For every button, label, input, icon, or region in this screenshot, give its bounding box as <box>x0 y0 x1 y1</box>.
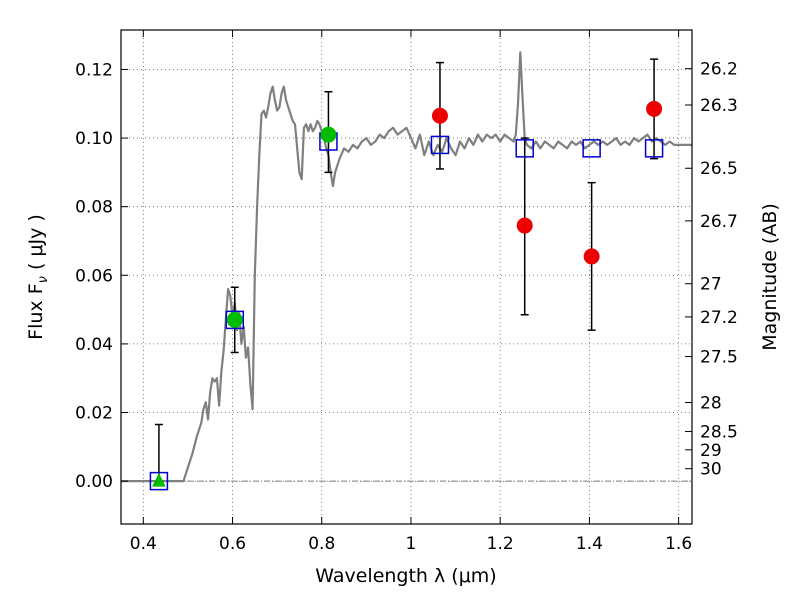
x-tick-label: 1.2 <box>487 534 514 554</box>
data-point-circle <box>646 100 663 117</box>
right-tick-label: 27.5 <box>700 348 738 368</box>
y-axis-label-subscript: ν <box>36 276 51 283</box>
right-tick-label: 27.2 <box>700 308 738 328</box>
grid-layer <box>121 30 692 524</box>
x-tick-label: 0.4 <box>130 534 157 554</box>
y-tick-label: 0.00 <box>75 472 113 492</box>
data-point-circle <box>226 311 243 328</box>
x-tick-label: 1.6 <box>665 534 692 554</box>
y-tick-label: 0.04 <box>75 335 113 355</box>
right-tick-label: 26.2 <box>700 60 738 80</box>
spectrum-layer <box>121 51 692 483</box>
model-square-marker <box>430 135 450 155</box>
y-axis-right-label: Magnitude (AB) <box>759 203 781 351</box>
x-tick-label: 1.4 <box>576 534 603 554</box>
plot-frame <box>120 29 693 525</box>
right-tick-label: 29 <box>700 441 722 461</box>
points-layer <box>149 58 664 491</box>
model-square-marker <box>149 471 169 491</box>
x-tick-label: 0.6 <box>219 534 246 554</box>
y-axis-label-main: Flux F <box>25 283 47 339</box>
y-tick-label: 0.02 <box>75 404 113 424</box>
y-axis-label: Flux Fν ( μJy ) <box>25 214 51 340</box>
y-tick-label: 0.12 <box>75 60 113 80</box>
right-tick-label: 26.7 <box>700 212 738 232</box>
y-tick-label: 0.06 <box>75 266 113 286</box>
model-square-marker <box>515 139 534 158</box>
x-tick-label: 0.8 <box>308 534 335 554</box>
upper-limit-triangle <box>152 473 166 487</box>
model-square-marker <box>582 139 601 158</box>
right-tick-label: 28.5 <box>700 423 738 443</box>
spectrum-line <box>121 51 692 483</box>
right-tick-label: 30 <box>700 460 722 480</box>
data-point-circle <box>320 126 337 143</box>
model-square-marker <box>644 139 664 158</box>
data-point-circle <box>516 217 533 234</box>
y-axis-label-unit: ( μJy ) <box>25 214 47 276</box>
data-point-circle <box>583 248 600 265</box>
right-tick-label: 26.3 <box>700 96 738 116</box>
x-axis-label: Wavelength λ (μm) <box>315 565 496 587</box>
right-tick-label: 28 <box>700 394 722 414</box>
y-tick-label: 0.08 <box>75 198 113 218</box>
y-tick-label: 0.10 <box>75 129 113 149</box>
x-tick-label: 1 <box>406 534 417 554</box>
right-tick-label: 26.5 <box>700 159 738 179</box>
right-tick-label: 27 <box>700 275 722 295</box>
data-point-circle <box>431 107 448 124</box>
model-square-marker <box>225 310 245 330</box>
ticks-layer: 0.4 0.6 0.8 1 1.2 1.4 1.6 0.00 0.02 0.04 0.06 0.08 0… <box>75 30 738 554</box>
